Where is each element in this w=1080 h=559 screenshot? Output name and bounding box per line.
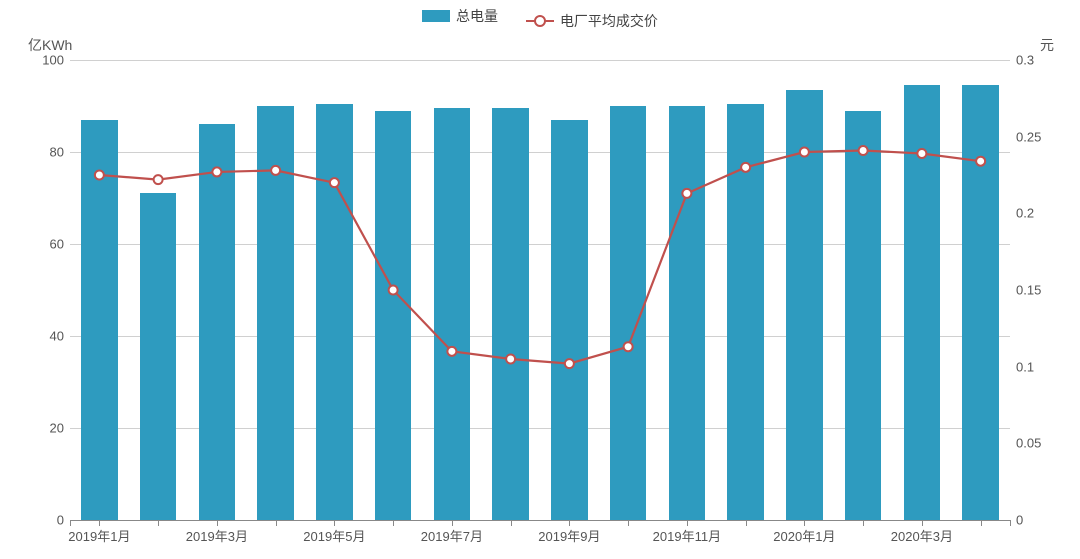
legend-swatch-bar xyxy=(422,10,450,22)
x-tick xyxy=(863,520,864,526)
line-marker xyxy=(95,171,104,180)
x-tick xyxy=(1010,520,1011,526)
line-marker xyxy=(917,149,926,158)
x-tick xyxy=(158,520,159,526)
line-marker xyxy=(271,166,280,175)
chart-root: 总电量 电厂平均成交价 亿KWh 元 02040608010000.050.10… xyxy=(0,0,1080,559)
legend-item-bar: 总电量 xyxy=(422,6,498,26)
x-tick-label: 2019年3月 xyxy=(186,520,248,545)
y-axis-right-title: 元 xyxy=(1040,35,1054,55)
x-tick xyxy=(70,520,71,526)
x-tick xyxy=(393,520,394,526)
line-marker xyxy=(976,157,985,166)
line-marker xyxy=(447,347,456,356)
line-marker xyxy=(682,189,691,198)
legend-item-line: 电厂平均成交价 xyxy=(526,11,658,31)
y-left-tick-label: 20 xyxy=(50,421,70,436)
line-marker xyxy=(506,355,515,364)
plot-area: 02040608010000.050.10.150.20.250.32019年1… xyxy=(70,60,1010,520)
x-tick-label: 2020年1月 xyxy=(773,520,835,545)
y-right-tick-label: 0.3 xyxy=(1010,53,1034,68)
y-left-tick-label: 60 xyxy=(50,237,70,252)
y-left-tick-label: 80 xyxy=(50,145,70,160)
y-right-tick-label: 0.05 xyxy=(1010,436,1041,451)
line-marker xyxy=(565,359,574,368)
x-tick-label: 2019年11月 xyxy=(653,520,721,545)
line-marker xyxy=(330,178,339,187)
line-marker xyxy=(212,167,221,176)
legend: 总电量 电厂平均成交价 xyxy=(0,6,1080,31)
y-right-tick-label: 0 xyxy=(1010,513,1023,528)
x-tick-label: 2019年5月 xyxy=(303,520,365,545)
line-marker xyxy=(859,146,868,155)
legend-swatch-line xyxy=(526,20,554,22)
line-marker xyxy=(624,342,633,351)
x-tick-label: 2019年7月 xyxy=(421,520,483,545)
y-right-tick-label: 0.15 xyxy=(1010,283,1041,298)
y-right-tick-label: 0.2 xyxy=(1010,206,1034,221)
line-path xyxy=(99,150,980,363)
line-marker xyxy=(800,148,809,157)
y-left-tick-label: 40 xyxy=(50,329,70,344)
line-marker xyxy=(741,163,750,172)
x-tick xyxy=(981,520,982,526)
x-tick xyxy=(746,520,747,526)
line-marker xyxy=(389,286,398,295)
x-tick xyxy=(276,520,277,526)
x-tick xyxy=(511,520,512,526)
y-right-tick-label: 0.1 xyxy=(1010,359,1034,374)
y-right-tick-label: 0.25 xyxy=(1010,129,1041,144)
legend-line-label: 电厂平均成交价 xyxy=(560,11,658,31)
y-left-tick-label: 100 xyxy=(42,53,70,68)
legend-bar-label: 总电量 xyxy=(456,6,498,26)
x-tick-label: 2019年9月 xyxy=(538,520,600,545)
line-marker xyxy=(154,175,163,184)
line-series-layer xyxy=(70,60,1010,520)
x-tick-label: 2020年3月 xyxy=(891,520,953,545)
x-tick-label: 2019年1月 xyxy=(68,520,130,545)
x-tick xyxy=(628,520,629,526)
